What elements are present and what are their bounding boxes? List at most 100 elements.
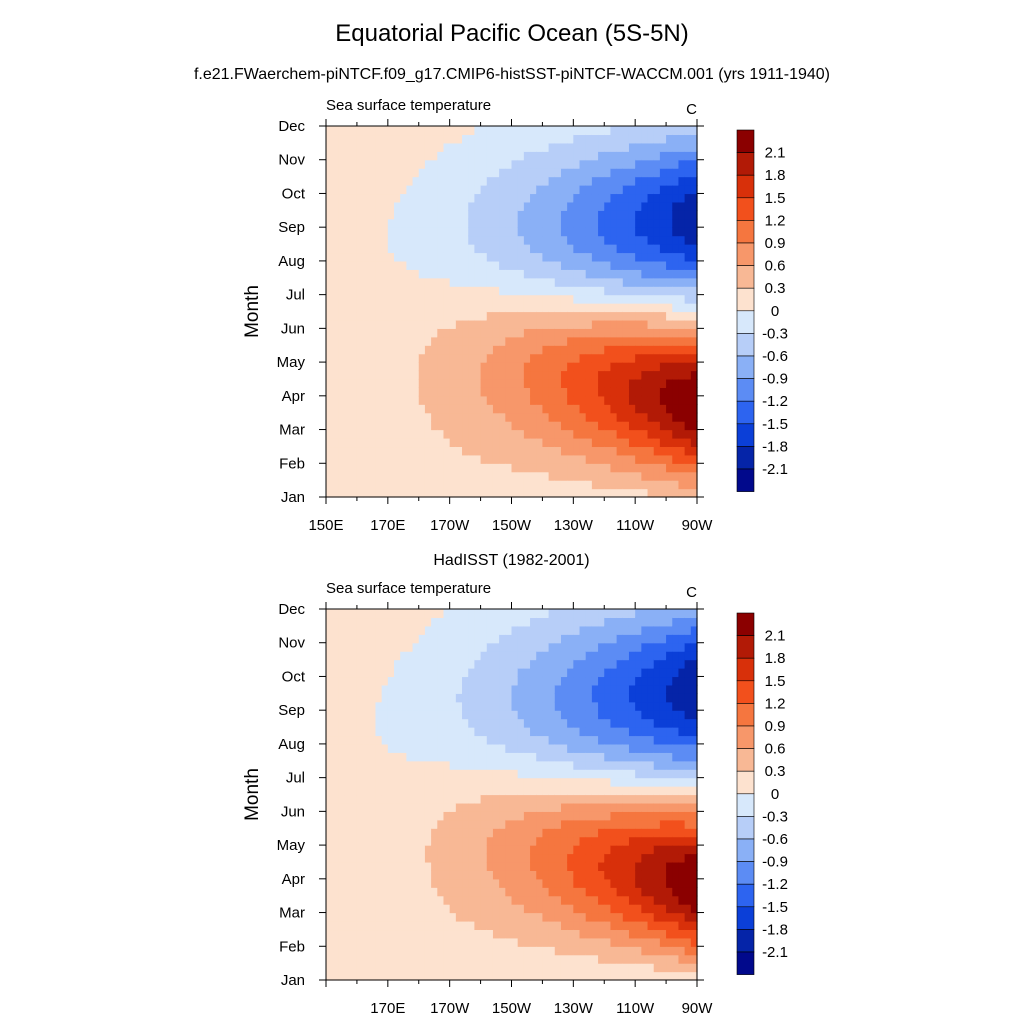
- heatmap-cell: [462, 845, 469, 855]
- heatmap-cell: [505, 294, 513, 304]
- heatmap-cell: [616, 437, 624, 448]
- heatmap-cell: [486, 971, 494, 981]
- heatmap-cell: [499, 421, 506, 431]
- heatmap-cell: [338, 870, 346, 880]
- heatmap-cell: [579, 142, 587, 152]
- heatmap-cell: [604, 362, 612, 372]
- heatmap-cell: [635, 878, 642, 888]
- heatmap-cell: [406, 387, 414, 397]
- heatmap-cell: [622, 201, 630, 211]
- heatmap-cell: [424, 269, 432, 279]
- heatmap-cell: [387, 617, 395, 627]
- heatmap-cell: [326, 303, 333, 313]
- heatmap-cell: [437, 412, 445, 422]
- heatmap-cell: [394, 752, 401, 762]
- heatmap-cell: [672, 387, 680, 397]
- heatmap-cell: [560, 609, 568, 619]
- heatmap-cell: [492, 752, 500, 762]
- heatmap-cell: [542, 319, 550, 329]
- heatmap-cell: [542, 218, 550, 228]
- heatmap-cell: [548, 421, 556, 431]
- heatmap-cell: [387, 446, 395, 456]
- heatmap-cell: [474, 471, 482, 481]
- heatmap-cell: [530, 718, 537, 728]
- heatmap-cell: [431, 971, 438, 981]
- heatmap-cell: [449, 193, 457, 203]
- heatmap-cell: [400, 819, 407, 829]
- heatmap-cell: [598, 895, 605, 905]
- heatmap-cell: [394, 471, 401, 481]
- heatmap-cell: [356, 446, 364, 456]
- heatmap-cell: [437, 777, 445, 787]
- heatmap-cell: [437, 395, 445, 405]
- heatmap-cell: [659, 142, 667, 152]
- heatmap-cell: [579, 319, 587, 329]
- heatmap-cell: [517, 642, 525, 652]
- heatmap-cell: [591, 244, 599, 254]
- heatmap-cell: [431, 269, 438, 279]
- heatmap-cell: [684, 126, 692, 136]
- heatmap-cell: [356, 937, 364, 947]
- heatmap-cell: [381, 929, 389, 939]
- heatmap-cell: [548, 743, 556, 753]
- heatmap-cell: [530, 210, 537, 220]
- heatmap-cell: [344, 151, 352, 161]
- heatmap-cell: [431, 235, 438, 245]
- heatmap-cell: [474, 929, 482, 939]
- heatmap-cell: [554, 227, 562, 237]
- heatmap-cell: [356, 412, 364, 422]
- heatmap-cell: [350, 227, 358, 237]
- heatmap-cell: [542, 353, 550, 363]
- heatmap-cell: [579, 786, 587, 796]
- heatmap-cell: [610, 963, 618, 973]
- heatmap-cell: [536, 362, 544, 372]
- heatmap-cell: [492, 311, 500, 321]
- heatmap-cell: [610, 819, 618, 829]
- heatmap-cell: [492, 836, 500, 846]
- heatmap-cell: [536, 303, 544, 313]
- heatmap-cell: [344, 617, 352, 627]
- heatmap-cell: [462, 887, 469, 897]
- heatmap-cell: [344, 142, 352, 152]
- heatmap-cell: [560, 802, 568, 812]
- heatmap-cell: [542, 777, 550, 787]
- heatmap-cell: [598, 311, 605, 321]
- heatmap-cell: [431, 370, 438, 380]
- heatmap-cell: [381, 684, 389, 694]
- heatmap-cell: [332, 642, 339, 652]
- heatmap-cell: [672, 437, 680, 448]
- heatmap-cell: [585, 971, 593, 981]
- heatmap-cell: [468, 319, 475, 329]
- heatmap-cell: [424, 794, 432, 804]
- heatmap-cell: [468, 895, 475, 905]
- heatmap-cell: [400, 370, 407, 380]
- heatmap-cell: [579, 463, 587, 473]
- heatmap-cell: [567, 904, 574, 914]
- heatmap-cell: [369, 853, 377, 863]
- heatmap-cell: [548, 142, 556, 152]
- heatmap-cell: [628, 437, 636, 448]
- heatmap-cell: [492, 277, 500, 287]
- heatmap-cell: [585, 454, 593, 464]
- heatmap-cell: [356, 811, 364, 821]
- heatmap-cell: [369, 286, 377, 296]
- heatmap-cell: [604, 752, 612, 762]
- heatmap-cell: [449, 345, 457, 355]
- heatmap-cell: [387, 895, 395, 905]
- heatmap-cell: [610, 609, 618, 619]
- heatmap-cell: [560, 345, 568, 355]
- heatmap-cell: [418, 895, 426, 905]
- heatmap-cell: [369, 159, 377, 169]
- heatmap-cell: [394, 362, 401, 372]
- heatmap-cell: [449, 634, 457, 644]
- heatmap-cell: [635, 421, 642, 431]
- heatmap-cell: [505, 336, 513, 346]
- heatmap-cell: [492, 904, 500, 914]
- heatmap-cell: [616, 954, 624, 964]
- heatmap-cell: [554, 395, 562, 405]
- heatmap-cell: [474, 252, 482, 262]
- heatmap-cell: [486, 218, 494, 228]
- heatmap-cell: [523, 294, 531, 304]
- heatmap-cell: [560, 718, 568, 728]
- y-tick-label: May: [277, 354, 306, 371]
